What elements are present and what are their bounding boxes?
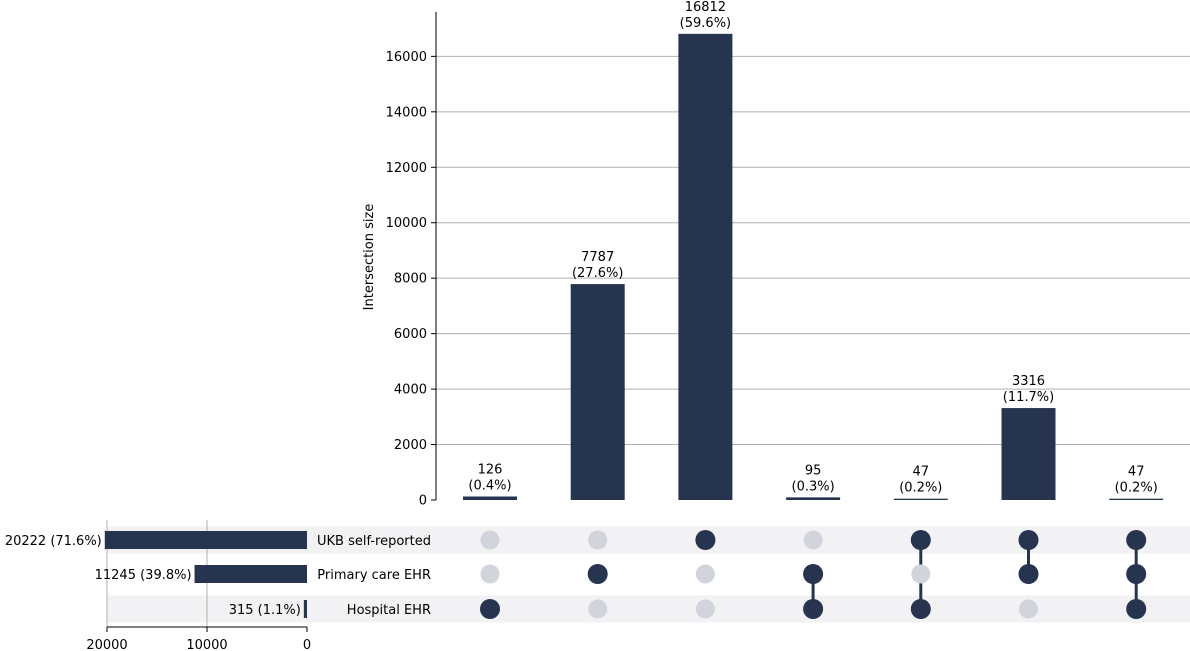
- matrix-band: [107, 595, 1190, 623]
- y-tick-label: 8000: [394, 272, 427, 287]
- set-size-bar: [303, 600, 307, 618]
- set-size-bar: [194, 565, 307, 583]
- set-size-tick-label: 10000: [186, 638, 227, 651]
- bar-percent-label: (11.7%): [1003, 390, 1054, 405]
- matrix-dot-empty: [803, 530, 823, 550]
- y-tick-label: 0: [419, 494, 427, 509]
- bar-percent-label: (0.2%): [1115, 481, 1158, 496]
- intersection-matrix: [480, 530, 1147, 619]
- bar-count-label: 47: [913, 465, 930, 480]
- matrix-dot-filled: [910, 530, 931, 550]
- bar-count-label: 47: [1128, 465, 1145, 480]
- matrix-dot-empty: [588, 530, 608, 550]
- bar-count-label: 126: [478, 463, 503, 478]
- set-size-tick-label: 20000: [86, 638, 127, 651]
- bar-percent-label: (27.6%): [572, 266, 623, 281]
- matrix-dot-filled: [587, 564, 608, 584]
- matrix-dot-filled: [803, 564, 824, 584]
- intersection-bar: [1001, 408, 1056, 500]
- y-axis-label: Intersection size: [362, 204, 377, 311]
- matrix-dot-empty: [1019, 599, 1038, 619]
- bar-count-label: 95: [805, 463, 822, 478]
- intersection-bar: [786, 497, 841, 500]
- bar-count-label: 3316: [1012, 374, 1045, 389]
- matrix-dot-empty: [695, 564, 715, 584]
- matrix-dot-filled: [695, 530, 716, 550]
- matrix-dot-empty: [480, 564, 500, 584]
- matrix-dot-empty: [911, 564, 931, 584]
- bar-percent-label: (59.6%): [680, 16, 731, 31]
- set-size-label: 20222 (71.6%): [5, 534, 102, 549]
- matrix-dot-filled: [803, 599, 824, 619]
- y-tick-label: 2000: [394, 438, 427, 453]
- matrix-dot-filled: [480, 599, 500, 619]
- matrix-dot-empty: [695, 599, 715, 619]
- set-name-label: Hospital EHR: [347, 603, 431, 618]
- matrix-dot-empty: [588, 599, 608, 619]
- set-name-label: Primary care EHR: [317, 568, 431, 583]
- set-size-bar: [104, 531, 307, 549]
- bar-count-label: 7787: [581, 250, 614, 265]
- intersection-bar: [678, 33, 733, 500]
- y-tick-label: 6000: [394, 327, 427, 342]
- y-tick-label: 16000: [386, 50, 427, 65]
- matrix-dot-filled: [1126, 599, 1147, 619]
- y-tick-label: 4000: [394, 383, 427, 398]
- set-size-label: 315 (1.1%): [229, 603, 301, 618]
- matrix-dot-filled: [1018, 530, 1039, 550]
- intersection-bar: [570, 284, 625, 500]
- bar-count-label: 16812: [685, 0, 726, 15]
- y-tick-label: 12000: [386, 161, 427, 176]
- set-size-bars: 20222 (71.6%) 11245 (39.8%) 315 (1.1%) 2000…: [5, 520, 311, 651]
- set-size-tick-label: 0: [303, 638, 311, 651]
- intersection-bar: [1109, 498, 1164, 500]
- intersection-bars: 126(0.4%) 7787(27.6%) 16812(59.6%) 95(0.3%)…: [463, 0, 1164, 500]
- bar-percent-label: (0.4%): [468, 479, 511, 494]
- set-size-label: 11245 (39.8%): [95, 568, 192, 583]
- bar-percent-label: (0.3%): [792, 479, 835, 494]
- y-tick-label: 10000: [386, 216, 427, 231]
- intersection-bar: [893, 498, 948, 500]
- matrix-dot-filled: [1126, 564, 1147, 584]
- set-name-label: UKB self-reported: [317, 534, 431, 549]
- matrix-dot-filled: [1126, 530, 1147, 550]
- bar-percent-label: (0.2%): [899, 481, 942, 496]
- set-labels: UKB self-reported Primary care EHR Hospita…: [317, 534, 431, 618]
- y-tick-label: 14000: [386, 105, 427, 120]
- matrix-dot-filled: [910, 599, 931, 619]
- intersection-bar: [463, 496, 517, 500]
- y-axis: 0 2000 4000 6000 8000 10000 12000 14000 16000: [386, 12, 437, 509]
- matrix-dot-filled: [1018, 564, 1039, 584]
- bar-gridlines: [436, 55, 1190, 446]
- matrix-dot-empty: [480, 530, 500, 550]
